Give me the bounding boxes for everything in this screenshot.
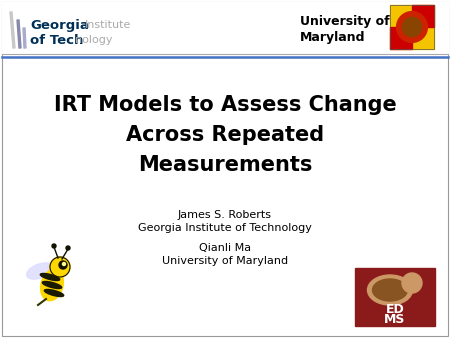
Ellipse shape <box>368 275 413 305</box>
Polygon shape <box>17 20 21 48</box>
Ellipse shape <box>40 269 63 301</box>
Text: University of: University of <box>300 16 390 28</box>
Text: ED: ED <box>386 303 405 316</box>
Text: nology: nology <box>75 35 112 45</box>
Circle shape <box>63 263 66 266</box>
Bar <box>412 5 434 27</box>
Text: of Tech: of Tech <box>30 33 83 47</box>
Bar <box>390 5 434 49</box>
Bar <box>355 268 435 326</box>
Polygon shape <box>10 12 15 48</box>
Ellipse shape <box>42 282 62 289</box>
Circle shape <box>396 11 427 42</box>
Circle shape <box>402 273 422 293</box>
Text: MS: MS <box>384 313 406 325</box>
Text: University of Maryland: University of Maryland <box>162 256 288 266</box>
Polygon shape <box>23 28 26 48</box>
Bar <box>2 2 448 54</box>
Circle shape <box>50 257 70 277</box>
Text: Measurements: Measurements <box>138 155 312 175</box>
Text: IRT Models to Assess Change: IRT Models to Assess Change <box>54 95 396 115</box>
Text: Across Repeated: Across Repeated <box>126 125 324 145</box>
Circle shape <box>52 244 56 248</box>
Text: Maryland: Maryland <box>300 31 365 45</box>
Ellipse shape <box>373 279 408 301</box>
Ellipse shape <box>40 273 60 281</box>
Text: Georgia Institute of Technology: Georgia Institute of Technology <box>138 223 312 233</box>
Ellipse shape <box>27 263 54 279</box>
Ellipse shape <box>47 263 67 275</box>
Circle shape <box>66 246 70 250</box>
Bar <box>390 5 434 49</box>
Circle shape <box>402 17 422 37</box>
Text: Institute: Institute <box>85 20 131 30</box>
Bar <box>390 27 412 49</box>
Circle shape <box>59 261 67 269</box>
Text: Georgia: Georgia <box>30 19 89 31</box>
Text: James S. Roberts: James S. Roberts <box>178 210 272 220</box>
Ellipse shape <box>44 289 64 296</box>
Text: Qianli Ma: Qianli Ma <box>199 243 251 253</box>
